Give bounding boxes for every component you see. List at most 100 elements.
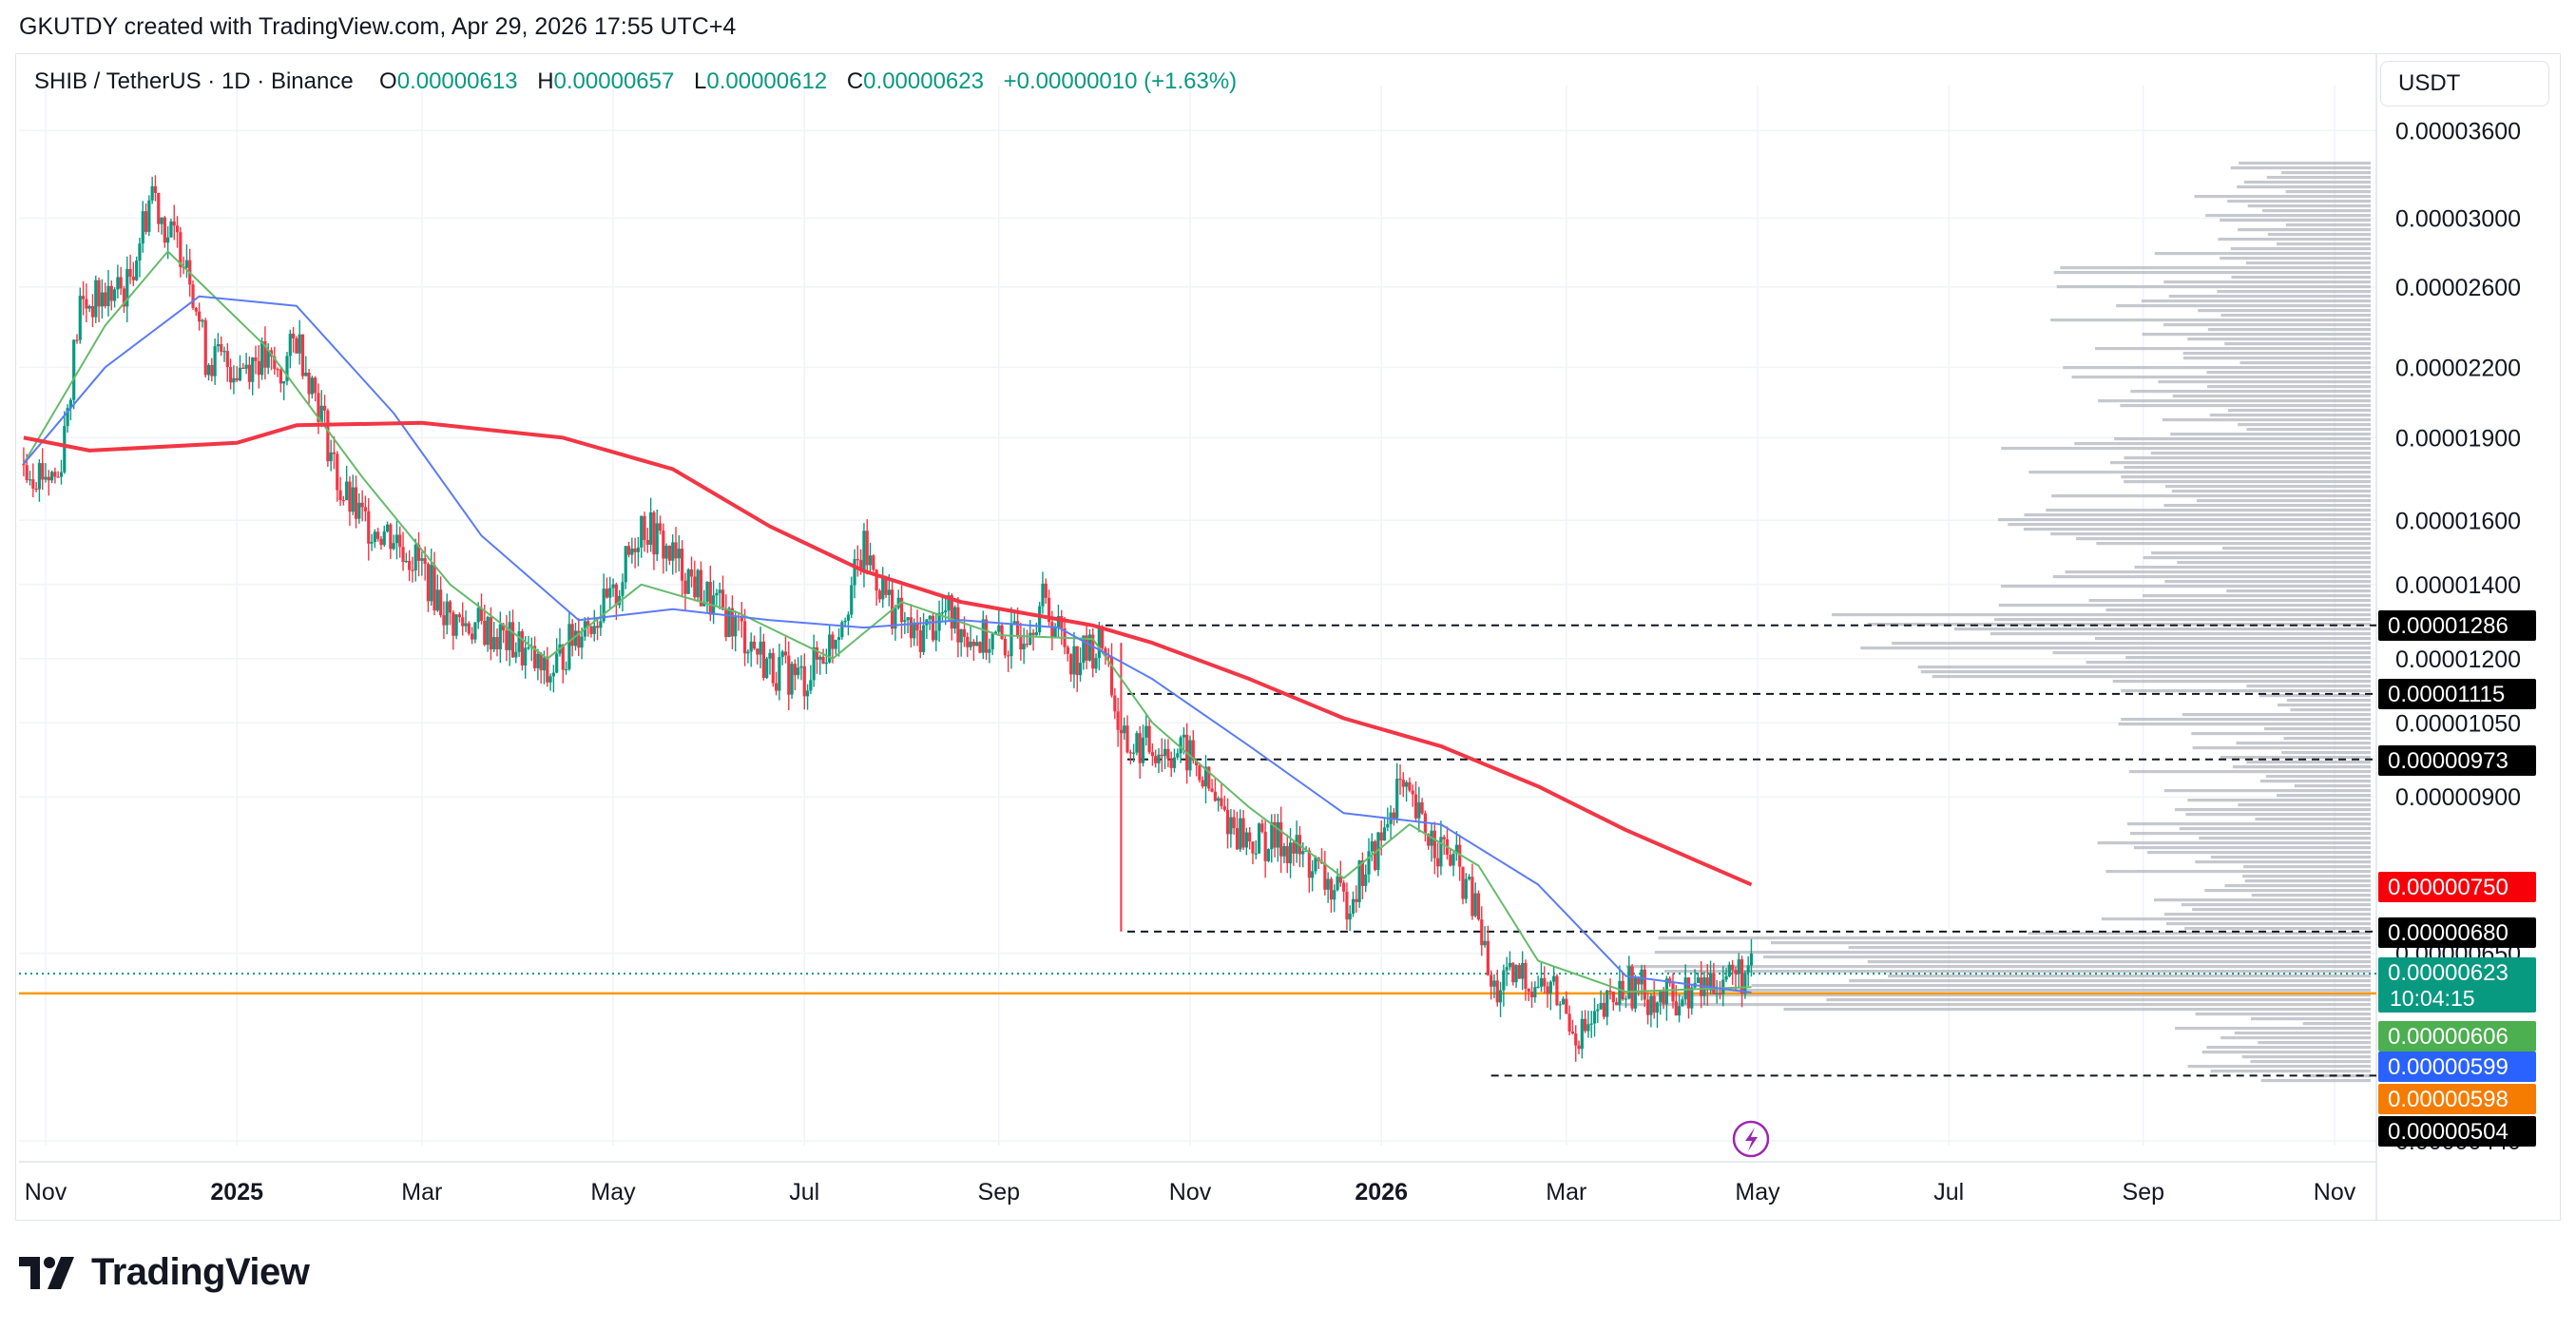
candle-body [805, 690, 810, 697]
candle-body [768, 652, 772, 659]
candle-body [157, 192, 161, 224]
volume-profile-bar [2118, 723, 2371, 726]
candle-body [621, 582, 625, 596]
lightning-icon[interactable] [1732, 1120, 1770, 1158]
candle-body [1163, 748, 1167, 757]
candle-body [1664, 978, 1668, 1005]
candle-body [141, 211, 144, 244]
volume-profile-bar [1751, 984, 2371, 988]
candle-body [730, 608, 734, 637]
symbol-label[interactable]: SHIB / TetherUS · 1D · Binance [34, 68, 354, 94]
candle-body [498, 624, 502, 650]
candle-body [1254, 853, 1258, 855]
candle-body [1476, 893, 1481, 920]
candle-body [1580, 1018, 1584, 1050]
volume-profile-bar [2221, 547, 2371, 550]
currency-button[interactable]: USDT [2380, 61, 2549, 106]
volume-profile-bar [2164, 485, 2371, 489]
candle-body [1511, 962, 1515, 983]
candle-body [216, 344, 221, 347]
candle-body [1486, 940, 1490, 975]
candle-body [611, 584, 615, 588]
candle-body [759, 641, 762, 655]
candle-body [1082, 635, 1086, 664]
candle-body [809, 680, 813, 691]
candle-body [527, 646, 530, 649]
candle-body [1740, 959, 1744, 994]
candle-body [1671, 983, 1675, 1002]
candle-body [1589, 1023, 1593, 1025]
candle-body [971, 641, 975, 646]
volume-profile-bar [2088, 599, 2371, 603]
candle-body [363, 507, 368, 511]
candle-body [1584, 1018, 1587, 1032]
candle-body [1652, 995, 1656, 1013]
candle-body [257, 360, 260, 376]
volume-profile-bar [2060, 266, 2371, 270]
candle-body [254, 357, 258, 361]
candle-body [721, 589, 725, 610]
candle-body [1646, 999, 1650, 1015]
candle-body [853, 559, 856, 586]
candle-body [981, 619, 985, 653]
candle-body [915, 622, 919, 631]
candle-body [1217, 798, 1221, 801]
candle-body [385, 524, 390, 532]
volume-profile-bar [2008, 523, 2371, 527]
candle-body [31, 479, 35, 489]
candle-body [906, 617, 910, 621]
candle-body [1025, 644, 1029, 646]
candle-body [1561, 998, 1566, 1005]
candle-body [1295, 835, 1298, 854]
candle-body [452, 612, 455, 636]
price-tick-label: 0.00002600 [2395, 275, 2521, 301]
candle-body [1712, 973, 1716, 995]
volume-profile-bar [2097, 841, 2371, 845]
close-key: C [846, 68, 864, 94]
candle-body [1336, 876, 1339, 891]
candle-body [304, 373, 308, 376]
volume-profile-bar [2206, 1046, 2371, 1050]
time-tick-label: 2025 [210, 1179, 263, 1206]
horizontal-levels [19, 624, 2376, 1077]
candle-body [1311, 871, 1315, 878]
volume-profile-bar [2195, 860, 2371, 864]
volume-profile-bar [2290, 708, 2371, 712]
volume-profile-bar [2179, 827, 2371, 831]
candle-body [1157, 754, 1161, 763]
time-axis[interactable]: Nov 2025 Mar May Jul Sep Nov 2026 Mar May Jul Sep No… [25, 1179, 2356, 1206]
volume-profile-bar [2191, 732, 2371, 736]
volume-profile-bar [1654, 951, 2371, 955]
candle-body [862, 530, 866, 571]
candle-body [1618, 980, 1622, 1005]
candle-body [1034, 632, 1038, 635]
candle-body [1012, 621, 1016, 624]
candle-body [950, 595, 953, 629]
volume-profile-bar [2199, 837, 2371, 840]
candle-body [97, 280, 101, 307]
volume-profile-bar [2098, 399, 2371, 403]
volume-profile-bar [2201, 1051, 2371, 1054]
candle-body [602, 588, 606, 622]
candle-body [799, 666, 803, 668]
candle-body [1075, 646, 1079, 676]
candle-body [1160, 754, 1163, 757]
candle-body [401, 547, 405, 562]
volume-profile-bar [2230, 247, 2371, 251]
candle-body [1069, 653, 1073, 675]
candle-body [1727, 964, 1731, 976]
volume-profile-bar [2063, 366, 2371, 370]
candle-body [1548, 981, 1552, 994]
candle-body [1605, 990, 1609, 1017]
candle-body [947, 595, 951, 611]
volume-profile-bar [2162, 418, 2371, 422]
footer-logo: TradingView [19, 1251, 310, 1294]
volume-profile-bar [2207, 328, 2371, 332]
volume-profile-bar [2074, 442, 2371, 446]
candle-body [1611, 991, 1615, 1003]
candle-body [394, 534, 399, 544]
candle-body [812, 646, 816, 681]
volume-profile-bar [2187, 799, 2371, 802]
candle-body [1480, 919, 1484, 946]
